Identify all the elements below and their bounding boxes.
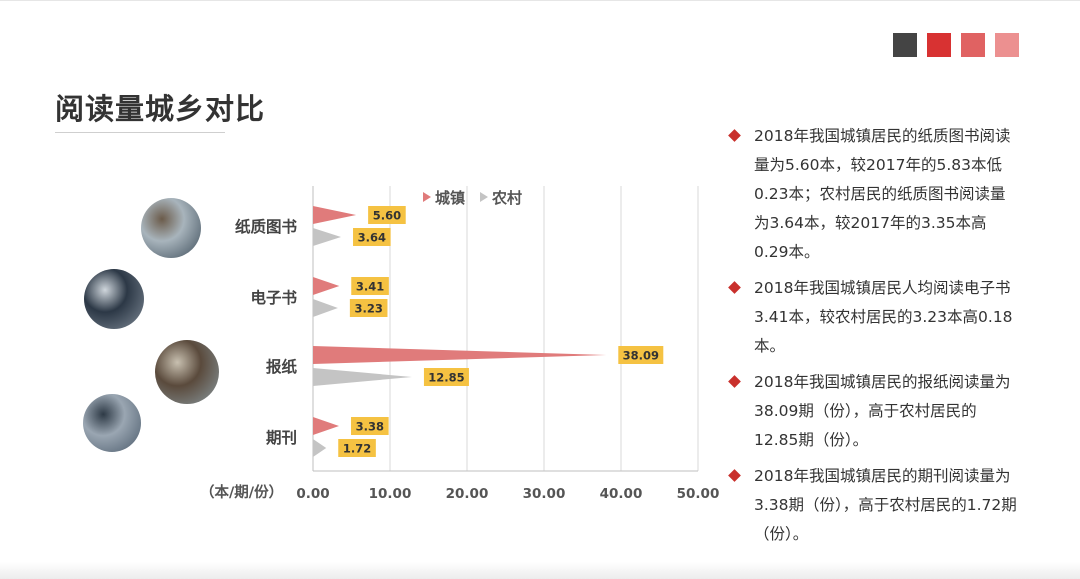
top-border — [0, 0, 1080, 1]
data-label-bg — [349, 299, 388, 317]
diamond-bullet-icon — [728, 281, 741, 294]
legend-label: 城镇 — [435, 189, 465, 207]
bar — [313, 368, 412, 386]
category-label: 报纸 — [266, 357, 298, 376]
data-label: 12.85 — [428, 371, 464, 385]
legend-marker-icon — [480, 192, 488, 202]
paper-book-photo — [141, 198, 201, 258]
note-item: 2018年我国城镇居民的报纸阅读量为38.09期（份），高于农村居民的12.85… — [728, 368, 1018, 455]
data-label-bg — [618, 346, 664, 364]
bar — [313, 439, 327, 457]
title-underline — [55, 132, 225, 133]
note-text: 2018年我国城镇居民的期刊阅读量为3.38期（份），高于农村居民的1.72期（… — [754, 467, 1017, 543]
ebook-photo — [84, 269, 144, 329]
accent-square-1 — [893, 33, 917, 57]
legend-label: 农村 — [491, 189, 522, 207]
category-label: 期刊 — [266, 428, 297, 447]
diamond-bullet-icon — [728, 469, 741, 482]
note-text: 2018年我国城镇居民的报纸阅读量为38.09期（份），高于农村居民的12.85… — [754, 373, 1011, 449]
diamond-bullet-icon — [728, 375, 741, 388]
category-label: 纸质图书 — [235, 217, 298, 236]
data-label: 5.60 — [373, 209, 401, 223]
note-item: 2018年我国城镇居民人均阅读电子书3.41本，较农村居民的3.23本高0.18… — [728, 274, 1018, 361]
data-label: 38.09 — [623, 349, 659, 363]
category-label: 电子书 — [250, 288, 297, 307]
x-tick-label: 30.00 — [523, 486, 566, 502]
data-label-bg — [353, 228, 391, 246]
x-tick-label: 20.00 — [446, 486, 489, 502]
accent-squares — [893, 33, 1029, 57]
bar — [313, 346, 607, 364]
accent-square-4 — [995, 33, 1019, 57]
accent-square-2 — [927, 33, 951, 57]
data-label-bg — [368, 206, 406, 224]
bar — [313, 206, 357, 224]
data-label-bg — [351, 417, 389, 435]
bar — [313, 228, 341, 246]
magazine-photo — [83, 394, 141, 452]
newspaper-photo — [155, 340, 219, 404]
data-label: 3.23 — [354, 302, 382, 316]
legend-marker-icon — [423, 192, 431, 202]
data-label: 3.64 — [358, 231, 386, 245]
x-tick-label: 0.00 — [296, 486, 329, 502]
data-label-bg — [338, 439, 376, 457]
note-item: 2018年我国城镇居民的纸质图书阅读量为5.60本，较2017年的5.83本低0… — [728, 122, 1018, 267]
x-tick-label: 10.00 — [369, 486, 412, 502]
page-title: 阅读量城乡对比 — [55, 92, 266, 126]
note-text: 2018年我国城镇居民人均阅读电子书3.41本，较农村居民的3.23本高0.18… — [754, 279, 1013, 355]
bar — [313, 277, 340, 295]
bar — [313, 299, 338, 317]
data-label: 1.72 — [343, 442, 371, 456]
x-tick-label: 40.00 — [600, 486, 643, 502]
bottom-shadow — [0, 562, 1080, 579]
bar — [313, 417, 339, 435]
accent-square-3 — [961, 33, 985, 57]
data-label: 3.38 — [356, 420, 384, 434]
data-label: 3.41 — [356, 280, 384, 294]
x-tick-label: 50.00 — [677, 486, 720, 502]
notes-list: 2018年我国城镇居民的纸质图书阅读量为5.60本，较2017年的5.83本低0… — [728, 122, 1018, 556]
x-axis-label: （本/期/份） — [200, 483, 283, 501]
note-item: 2018年我国城镇居民的期刊阅读量为3.38期（份），高于农村居民的1.72期（… — [728, 462, 1018, 549]
data-label-bg — [423, 368, 469, 386]
note-text: 2018年我国城镇居民的纸质图书阅读量为5.60本，较2017年的5.83本低0… — [754, 127, 1011, 261]
data-label-bg — [351, 277, 389, 295]
diamond-bullet-icon — [728, 129, 741, 142]
